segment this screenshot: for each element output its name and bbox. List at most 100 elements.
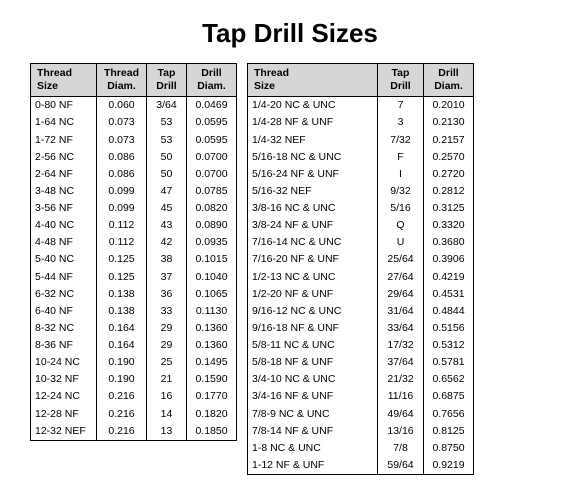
table-cell: 29/64 xyxy=(378,286,424,303)
table-cell: 0.0890 xyxy=(187,217,237,234)
table-cell: 0.138 xyxy=(97,303,147,320)
table-header-row: ThreadSizeTapDrillDrillDiam. xyxy=(248,64,474,97)
table-cell: 3/64 xyxy=(147,97,187,115)
table-cell: 10-24 NC xyxy=(31,354,97,371)
table-cell: 11/16 xyxy=(378,388,424,405)
table-cell: 0.099 xyxy=(97,183,147,200)
table-cell: 0.086 xyxy=(97,149,147,166)
table-cell: 14 xyxy=(147,406,187,423)
table-cell: 0.2570 xyxy=(424,149,474,166)
table-cell: 0-80 NF xyxy=(31,97,97,115)
table-row: 8-32 NC0.164290.1360 xyxy=(31,320,237,337)
table-cell: I xyxy=(378,166,424,183)
table-cell: 7/8-9 NC & UNC xyxy=(248,406,378,423)
table-cell: 12-32 NEF xyxy=(31,423,97,441)
table-cell: 5/8-18 NF & UNF xyxy=(248,354,378,371)
table-cell: 0.3680 xyxy=(424,234,474,251)
table-cell: 0.8125 xyxy=(424,423,474,440)
table-cell: 5/16-18 NC & UNC xyxy=(248,149,378,166)
table-row: 7/8-9 NC & UNC49/640.7656 xyxy=(248,406,474,423)
table-row: 7/8-14 NF & UNF13/160.8125 xyxy=(248,423,474,440)
table-cell: 13/16 xyxy=(378,423,424,440)
table-cell: 16 xyxy=(147,388,187,405)
table-row: 12-24 NC0.216160.1770 xyxy=(31,388,237,405)
table-cell: 50 xyxy=(147,149,187,166)
column-header: TapDrill xyxy=(378,64,424,97)
table-cell: 0.164 xyxy=(97,337,147,354)
table-cell: 31/64 xyxy=(378,303,424,320)
table-row: 5/16-18 NC & UNCF0.2570 xyxy=(248,149,474,166)
table-cell: 4-48 NF xyxy=(31,234,97,251)
table-cell: 25/64 xyxy=(378,251,424,268)
table-cell: 29 xyxy=(147,337,187,354)
table-cell: 0.9219 xyxy=(424,457,474,475)
table-cell: F xyxy=(378,149,424,166)
table-row: 12-32 NEF0.216130.1850 xyxy=(31,423,237,441)
table-cell: 0.0785 xyxy=(187,183,237,200)
table-cell: 1-8 NC & UNC xyxy=(248,440,378,457)
table-cell: 7 xyxy=(378,97,424,115)
table-cell: 0.1590 xyxy=(187,371,237,388)
table-cell: 0.2010 xyxy=(424,97,474,115)
table-cell: 3/4-16 NF & UNF xyxy=(248,388,378,405)
table-cell: 0.1770 xyxy=(187,388,237,405)
column-header: DrillDiam. xyxy=(424,64,474,97)
table-cell: 0.0595 xyxy=(187,114,237,131)
table-row: 1/4-28 NF & UNF30.2130 xyxy=(248,114,474,131)
table-cell: 0.6875 xyxy=(424,388,474,405)
table-cell: 6-32 NC xyxy=(31,286,97,303)
table-row: 5/16-32 NEF9/320.2812 xyxy=(248,183,474,200)
page: Tap Drill Sizes ThreadSizeThreadDiam.Tap… xyxy=(0,0,580,495)
table-cell: 0.1130 xyxy=(187,303,237,320)
table-cell: 0.0700 xyxy=(187,149,237,166)
table-cell: 0.2130 xyxy=(424,114,474,131)
table-cell: 36 xyxy=(147,286,187,303)
table-cell: 0.5312 xyxy=(424,337,474,354)
table-row: 6-40 NF0.138330.1130 xyxy=(31,303,237,320)
table-cell: 0.2812 xyxy=(424,183,474,200)
table-cell: 7/16-20 NF & UNF xyxy=(248,251,378,268)
table-row: 5/16-24 NF & UNFI0.2720 xyxy=(248,166,474,183)
table-row: 1/4-32 NEF7/320.2157 xyxy=(248,132,474,149)
table-cell: 8-36 NF xyxy=(31,337,97,354)
table-cell: 2-64 NF xyxy=(31,166,97,183)
table-cell: 3-56 NF xyxy=(31,200,97,217)
table-cell: 10-32 NF xyxy=(31,371,97,388)
table-row: 1/2-13 NC & UNC27/640.4219 xyxy=(248,269,474,286)
table-cell: 3/8-16 NC & UNC xyxy=(248,200,378,217)
table-row: 9/16-12 NC & UNC31/640.4844 xyxy=(248,303,474,320)
table-row: 3-56 NF0.099450.0820 xyxy=(31,200,237,217)
table-cell: 0.190 xyxy=(97,371,147,388)
table-cell: 0.4531 xyxy=(424,286,474,303)
table-cell: 9/16-12 NC & UNC xyxy=(248,303,378,320)
table-cell: 0.086 xyxy=(97,166,147,183)
table-cell: 0.0700 xyxy=(187,166,237,183)
table-row: 3/8-24 NF & UNFQ0.3320 xyxy=(248,217,474,234)
table-row: 1-8 NC & UNC7/80.8750 xyxy=(248,440,474,457)
table-cell: 7/8-14 NF & UNF xyxy=(248,423,378,440)
table-cell: 0.060 xyxy=(97,97,147,115)
table-cell: 45 xyxy=(147,200,187,217)
table-cell: 0.7656 xyxy=(424,406,474,423)
table-row: 5/8-18 NF & UNF37/640.5781 xyxy=(248,354,474,371)
table-row: 9/16-18 NF & UNF33/640.5156 xyxy=(248,320,474,337)
table-cell: 0.0595 xyxy=(187,132,237,149)
table-row: 12-28 NF0.216140.1820 xyxy=(31,406,237,423)
table-cell: 0.0820 xyxy=(187,200,237,217)
table-cell: 1-72 NF xyxy=(31,132,97,149)
table-cell: 7/8 xyxy=(378,440,424,457)
table-cell: 0.164 xyxy=(97,320,147,337)
table-row: 3/4-16 NF & UNF11/160.6875 xyxy=(248,388,474,405)
table-cell: 12-28 NF xyxy=(31,406,97,423)
table-row: 2-64 NF0.086500.0700 xyxy=(31,166,237,183)
table-cell: 37/64 xyxy=(378,354,424,371)
table-cell: 0.3906 xyxy=(424,251,474,268)
table-cell: 0.216 xyxy=(97,388,147,405)
table-row: 4-40 NC0.112430.0890 xyxy=(31,217,237,234)
column-header: DrillDiam. xyxy=(187,64,237,97)
table-row: 6-32 NC0.138360.1065 xyxy=(31,286,237,303)
table-cell: 53 xyxy=(147,114,187,131)
table-cell: 0.073 xyxy=(97,132,147,149)
table-cell: 0.4844 xyxy=(424,303,474,320)
table-cell: 9/16-18 NF & UNF xyxy=(248,320,378,337)
